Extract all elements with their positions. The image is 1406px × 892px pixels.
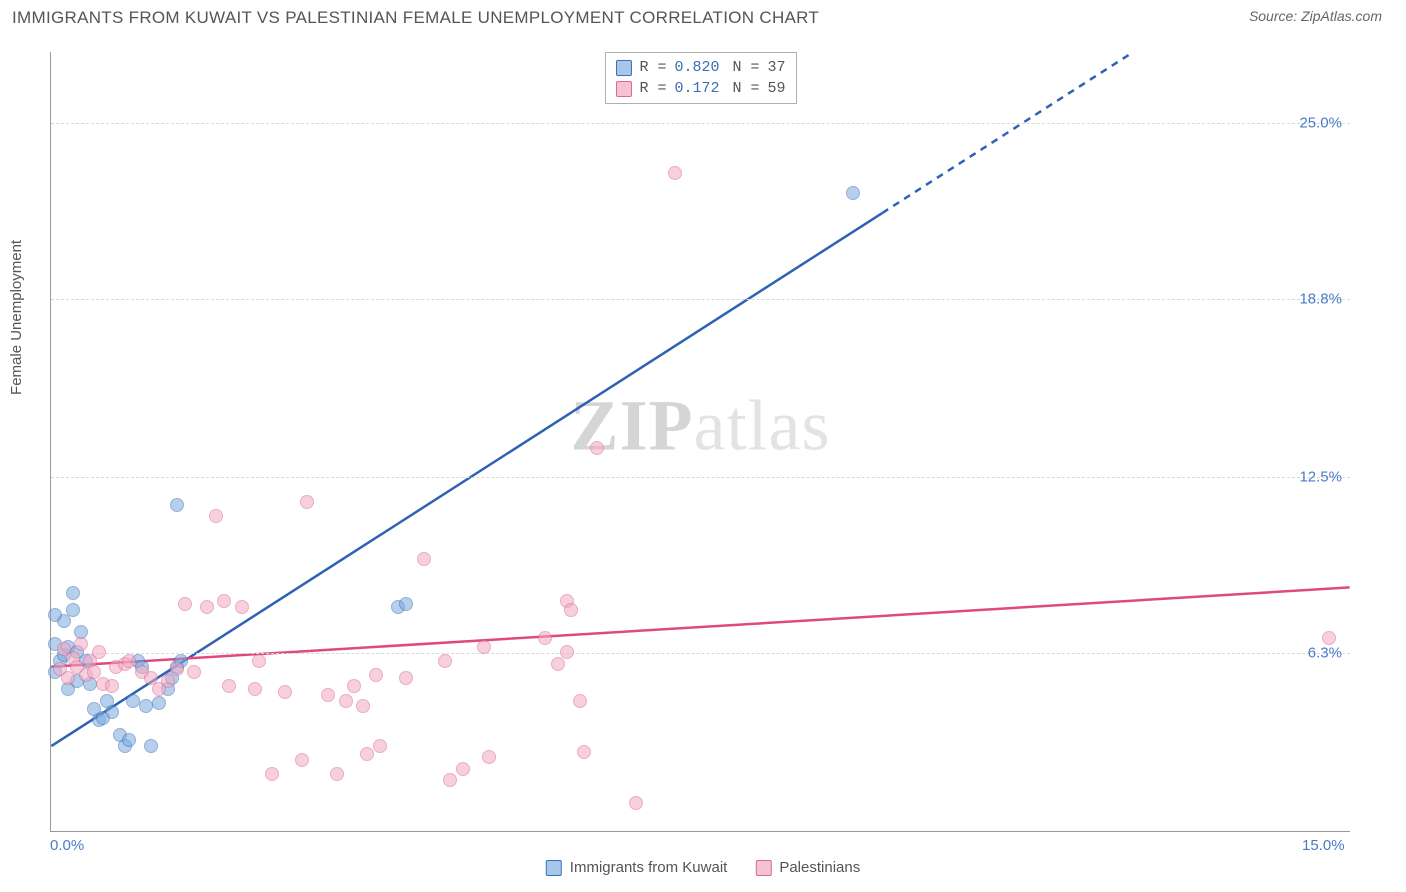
chart-header: IMMIGRANTS FROM KUWAIT VS PALESTINIAN FE… — [0, 0, 1406, 32]
legend-label: Immigrants from Kuwait — [570, 859, 728, 876]
scatter-point-palestinian — [187, 665, 201, 679]
series-legend: Immigrants from Kuwait Palestinians — [546, 859, 860, 876]
scatter-point-kuwait — [152, 696, 166, 710]
scatter-point-palestinian — [360, 747, 374, 761]
y-axis-label: Female Unemployment — [8, 240, 25, 395]
y-tick-label: 12.5% — [1299, 469, 1342, 486]
y-tick-label: 25.0% — [1299, 114, 1342, 131]
legend-row-kuwait: R = 0.820 N = 37 — [615, 57, 785, 78]
scatter-point-kuwait — [399, 597, 413, 611]
scatter-point-palestinian — [373, 739, 387, 753]
scatter-point-palestinian — [356, 699, 370, 713]
scatter-point-palestinian — [92, 645, 106, 659]
scatter-point-palestinian — [161, 674, 175, 688]
scatter-point-kuwait — [66, 586, 80, 600]
r-label: R = — [639, 80, 666, 97]
regression-line-dashed-kuwait — [882, 52, 1133, 213]
scatter-point-palestinian — [209, 509, 223, 523]
chart-title: IMMIGRANTS FROM KUWAIT VS PALESTINIAN FE… — [12, 8, 819, 28]
scatter-point-palestinian — [105, 679, 119, 693]
scatter-point-palestinian — [477, 640, 491, 654]
gridline — [51, 123, 1350, 124]
scatter-point-kuwait — [139, 699, 153, 713]
scatter-point-palestinian — [178, 597, 192, 611]
scatter-point-palestinian — [538, 631, 552, 645]
plot-region: ZIPatlas R = 0.820 N = 37 R = 0.172 N = … — [50, 52, 1350, 832]
scatter-point-palestinian — [438, 654, 452, 668]
swatch-blue-icon — [546, 860, 562, 876]
swatch-pink-icon — [755, 860, 771, 876]
r-value: 0.172 — [674, 80, 724, 97]
regression-lines — [51, 52, 1350, 831]
scatter-point-palestinian — [564, 603, 578, 617]
scatter-point-palestinian — [482, 750, 496, 764]
scatter-point-palestinian — [443, 773, 457, 787]
scatter-point-kuwait — [105, 705, 119, 719]
y-tick-label: 6.3% — [1308, 645, 1342, 662]
scatter-point-kuwait — [846, 186, 860, 200]
n-value: 59 — [768, 80, 786, 97]
scatter-point-palestinian — [61, 671, 75, 685]
r-value: 0.820 — [674, 59, 724, 76]
scatter-point-palestinian — [321, 688, 335, 702]
regression-line-palestinian — [51, 587, 1349, 666]
scatter-point-palestinian — [590, 441, 604, 455]
scatter-point-palestinian — [573, 694, 587, 708]
scatter-point-palestinian — [629, 796, 643, 810]
scatter-point-kuwait — [48, 608, 62, 622]
scatter-point-palestinian — [265, 767, 279, 781]
y-tick-label: 18.8% — [1299, 290, 1342, 307]
swatch-blue-icon — [615, 60, 631, 76]
scatter-point-kuwait — [170, 498, 184, 512]
gridline — [51, 477, 1350, 478]
scatter-point-kuwait — [66, 603, 80, 617]
scatter-point-palestinian — [577, 745, 591, 759]
scatter-point-palestinian — [252, 654, 266, 668]
scatter-point-palestinian — [278, 685, 292, 699]
n-value: 37 — [768, 59, 786, 76]
chart-area: Female Unemployment ZIPatlas R = 0.820 N… — [0, 32, 1406, 882]
n-label: N = — [732, 59, 759, 76]
scatter-point-palestinian — [300, 495, 314, 509]
scatter-point-palestinian — [560, 645, 574, 659]
r-label: R = — [639, 59, 666, 76]
scatter-point-palestinian — [399, 671, 413, 685]
correlation-legend: R = 0.820 N = 37 R = 0.172 N = 59 — [604, 52, 796, 104]
scatter-point-palestinian — [1322, 631, 1336, 645]
scatter-point-palestinian — [417, 552, 431, 566]
scatter-point-kuwait — [126, 694, 140, 708]
legend-item-palestinian: Palestinians — [755, 859, 860, 876]
legend-item-kuwait: Immigrants from Kuwait — [546, 859, 728, 876]
scatter-point-palestinian — [122, 654, 136, 668]
gridline — [51, 653, 1350, 654]
legend-label: Palestinians — [779, 859, 860, 876]
scatter-point-palestinian — [369, 668, 383, 682]
scatter-point-palestinian — [330, 767, 344, 781]
scatter-point-palestinian — [217, 594, 231, 608]
watermark: ZIPatlas — [571, 384, 831, 467]
scatter-point-palestinian — [222, 679, 236, 693]
scatter-point-palestinian — [347, 679, 361, 693]
source-attribution: Source: ZipAtlas.com — [1249, 8, 1382, 24]
scatter-point-palestinian — [248, 682, 262, 696]
gridline — [51, 299, 1350, 300]
scatter-point-kuwait — [144, 739, 158, 753]
n-label: N = — [732, 80, 759, 97]
scatter-point-palestinian — [74, 637, 88, 651]
scatter-point-palestinian — [200, 600, 214, 614]
x-tick-label: 0.0% — [50, 837, 84, 854]
scatter-point-palestinian — [668, 166, 682, 180]
scatter-point-palestinian — [295, 753, 309, 767]
legend-row-palestinian: R = 0.172 N = 59 — [615, 78, 785, 99]
scatter-point-palestinian — [551, 657, 565, 671]
swatch-pink-icon — [615, 81, 631, 97]
scatter-point-palestinian — [170, 662, 184, 676]
scatter-point-palestinian — [456, 762, 470, 776]
x-tick-label: 15.0% — [1302, 837, 1345, 854]
scatter-point-palestinian — [339, 694, 353, 708]
scatter-point-kuwait — [122, 733, 136, 747]
scatter-point-palestinian — [235, 600, 249, 614]
